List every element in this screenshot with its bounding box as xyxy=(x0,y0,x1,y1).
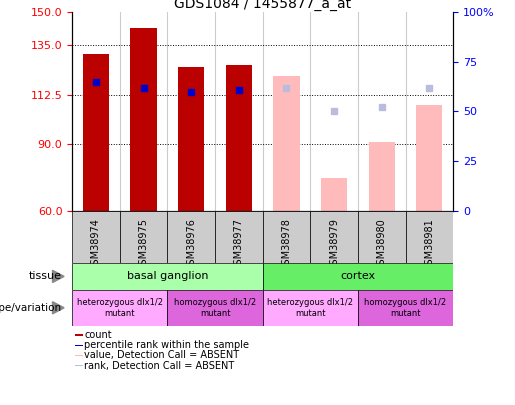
Text: tissue: tissue xyxy=(29,271,62,281)
Bar xyxy=(358,211,405,263)
Bar xyxy=(310,211,358,263)
Text: basal ganglion: basal ganglion xyxy=(127,271,208,281)
Bar xyxy=(119,211,167,263)
Bar xyxy=(321,177,347,211)
Text: heterozygous dlx1/2
mutant: heterozygous dlx1/2 mutant xyxy=(77,298,163,318)
Text: GSM38975: GSM38975 xyxy=(139,219,148,271)
Bar xyxy=(263,263,453,290)
Bar xyxy=(416,105,442,211)
Text: count: count xyxy=(84,330,112,340)
Text: GSM38976: GSM38976 xyxy=(186,219,196,271)
Text: GSM38981: GSM38981 xyxy=(424,219,434,271)
Title: GDS1084 / 1455877_a_at: GDS1084 / 1455877_a_at xyxy=(174,0,351,11)
Bar xyxy=(75,365,83,366)
Text: GSM38974: GSM38974 xyxy=(91,219,101,271)
Text: cortex: cortex xyxy=(340,271,375,281)
Text: homozygous dlx1/2
mutant: homozygous dlx1/2 mutant xyxy=(174,298,256,318)
Text: GSM38977: GSM38977 xyxy=(234,219,244,271)
Bar xyxy=(72,290,167,326)
Bar xyxy=(83,54,109,211)
Bar xyxy=(263,290,358,326)
Text: percentile rank within the sample: percentile rank within the sample xyxy=(84,340,249,350)
Bar xyxy=(215,211,263,263)
Text: homozygous dlx1/2
mutant: homozygous dlx1/2 mutant xyxy=(365,298,447,318)
Text: heterozygous dlx1/2
mutant: heterozygous dlx1/2 mutant xyxy=(267,298,353,318)
Bar xyxy=(75,345,83,346)
Bar xyxy=(263,211,310,263)
Bar xyxy=(369,142,395,211)
Bar xyxy=(167,211,215,263)
Bar xyxy=(167,290,263,326)
Bar xyxy=(273,76,300,211)
Text: genotype/variation: genotype/variation xyxy=(0,303,62,313)
Text: rank, Detection Call = ABSENT: rank, Detection Call = ABSENT xyxy=(84,360,235,371)
Bar xyxy=(72,263,263,290)
Bar xyxy=(72,211,119,263)
Bar xyxy=(405,211,453,263)
Bar xyxy=(226,65,252,211)
Polygon shape xyxy=(53,271,64,283)
Bar xyxy=(75,335,83,336)
Bar xyxy=(358,290,453,326)
Text: GSM38980: GSM38980 xyxy=(377,219,387,271)
Bar xyxy=(130,28,157,211)
Text: value, Detection Call = ABSENT: value, Detection Call = ABSENT xyxy=(84,350,239,360)
Bar xyxy=(75,355,83,356)
Text: GSM38978: GSM38978 xyxy=(282,219,291,271)
Polygon shape xyxy=(53,302,64,314)
Text: GSM38979: GSM38979 xyxy=(329,219,339,271)
Bar xyxy=(178,67,204,211)
